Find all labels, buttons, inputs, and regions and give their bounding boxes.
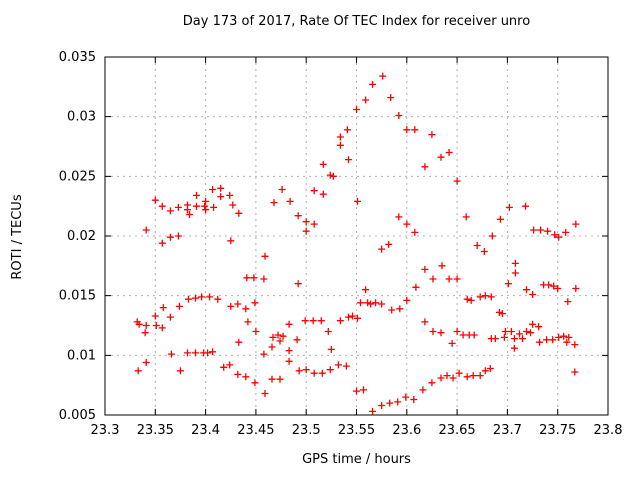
x-axis-label: GPS time / hours bbox=[302, 452, 411, 467]
x-tick-label: 23.7 bbox=[493, 423, 522, 438]
data-points bbox=[133, 72, 580, 415]
x-tick-label: 23.65 bbox=[438, 423, 475, 438]
y-tick-label: 0.015 bbox=[59, 289, 96, 304]
x-tick-label: 23.8 bbox=[594, 423, 623, 438]
tick-marks bbox=[104, 56, 609, 416]
x-tick-label: 23.6 bbox=[392, 423, 421, 438]
x-tick-label: 23.4 bbox=[191, 423, 220, 438]
y-tick-label: 0.025 bbox=[59, 169, 96, 184]
y-tick-label: 0.03 bbox=[67, 110, 96, 125]
x-tick-label: 23.3 bbox=[91, 423, 120, 438]
x-tick-label: 23.35 bbox=[137, 423, 174, 438]
x-tick-label: 23.5 bbox=[292, 423, 321, 438]
chart-title: Day 173 of 2017, Rate Of TEC Index for r… bbox=[182, 14, 531, 29]
x-tick-label: 23.45 bbox=[237, 423, 274, 438]
grid-lines bbox=[105, 57, 608, 415]
x-tick-label: 23.75 bbox=[539, 423, 576, 438]
y-tick-label: 0.02 bbox=[67, 229, 96, 244]
y-tick-label: 0.035 bbox=[59, 50, 96, 65]
x-tick-label: 23.55 bbox=[338, 423, 375, 438]
y-tick-label: 0.005 bbox=[59, 408, 96, 423]
y-tick-label: 0.01 bbox=[67, 348, 96, 363]
